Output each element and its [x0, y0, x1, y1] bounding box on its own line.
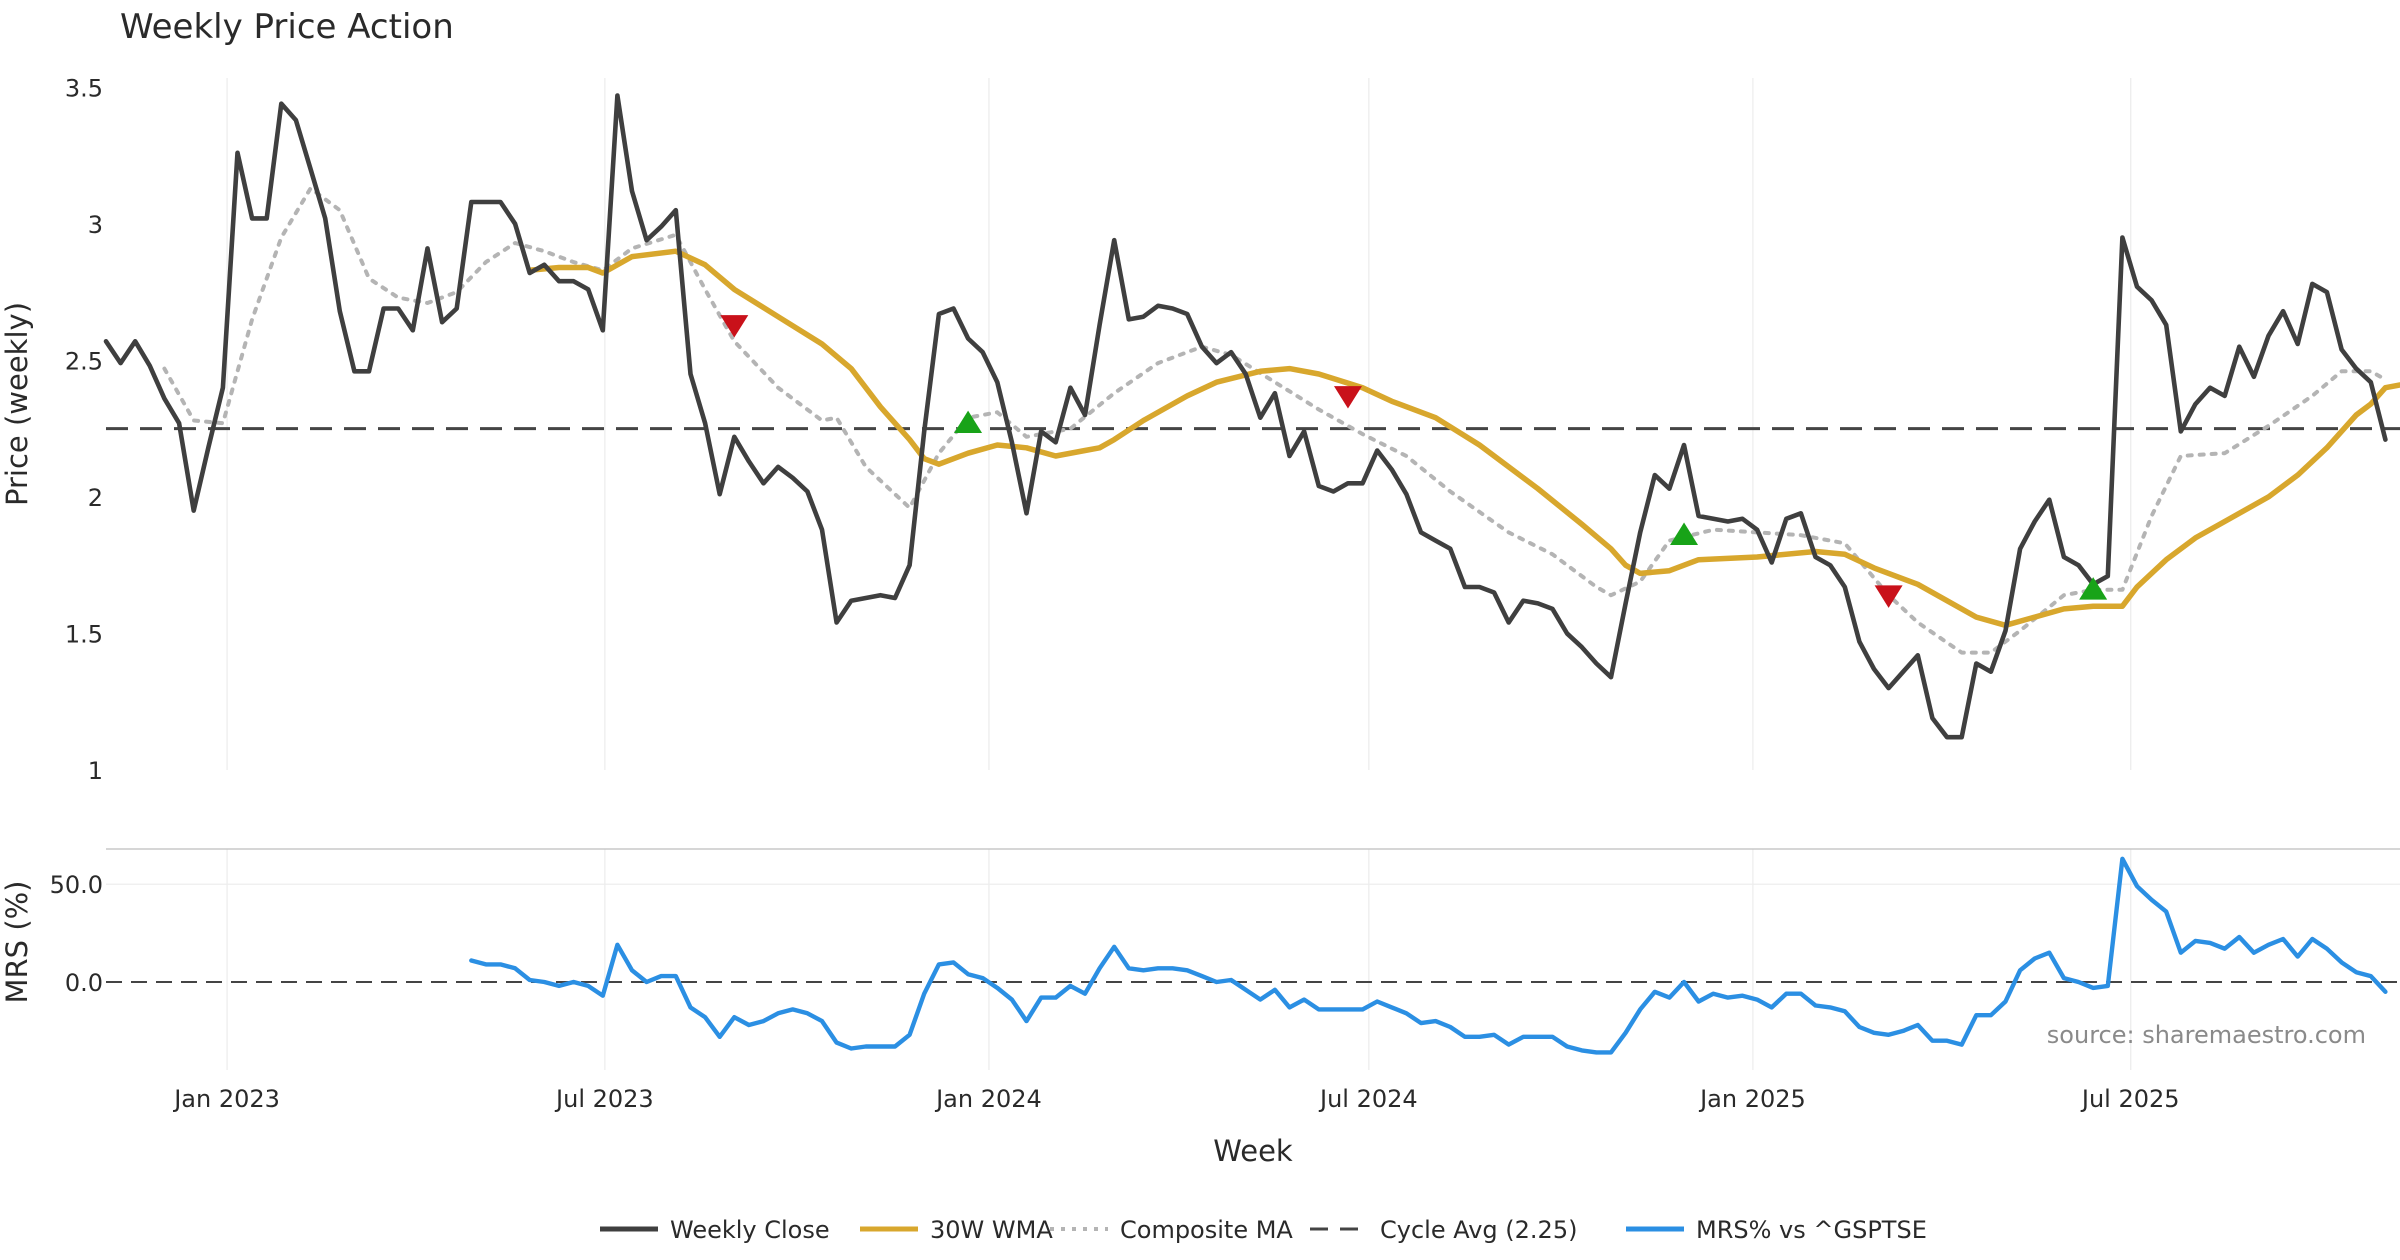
x-ticks: Jan 2023 Jul 2023 Jan 2024 Jul 2024 Jan 2025… [172, 1085, 2179, 1113]
x-tick-label: Jul 2023 [554, 1085, 654, 1113]
chart-title: Weekly Price Action [120, 7, 454, 47]
price-series [103, 93, 2400, 740]
price-grid [226, 78, 2132, 770]
30w-wma-line [526, 248, 2400, 629]
mrs-y-tick-label: 50.0 [50, 871, 103, 899]
buy-signal-marker [1670, 522, 1699, 545]
mrs-y-axis-title: MRS (%) [0, 881, 34, 1004]
x-axis-title: Week [1213, 1134, 1293, 1168]
price-y-tick-label: 2 [88, 484, 103, 512]
price-y-tick-label: 2.5 [65, 347, 103, 375]
price-y-tick-label: 1.5 [65, 620, 103, 648]
legend-label: MRS% vs ^GSPTSE [1696, 1216, 1927, 1244]
x-tick-label: Jul 2024 [1318, 1085, 1418, 1113]
legend-label: Composite MA [1120, 1216, 1293, 1244]
mrs-grid [106, 849, 2400, 1070]
buy-signal-marker [2079, 577, 2108, 600]
legend-label: Weekly Close [670, 1216, 830, 1244]
sell-signal-marker [720, 315, 749, 338]
mrs-line [469, 856, 2388, 1055]
weekly-close-line [103, 93, 2388, 740]
x-tick-label: Jan 2025 [1698, 1085, 1806, 1113]
mrs-series [469, 856, 2388, 1055]
buy-signal-marker [954, 410, 983, 433]
signal-markers [720, 315, 2108, 608]
sell-signal-marker [1333, 386, 1362, 409]
price-y-tick-label: 3.5 [65, 74, 103, 102]
price-y-axis-title: Price (weekly) [0, 302, 34, 506]
x-tick-label: Jan 2023 [172, 1085, 280, 1113]
sell-signal-marker [1874, 585, 1903, 608]
price-y-ticks: 1 1.5 2 2.5 3 3.5 [65, 74, 103, 785]
mrs-y-tick-label: 0.0 [65, 969, 103, 997]
legend: Weekly Close 30W WMA Composite MA Cycle Avg… [600, 1216, 1927, 1244]
source-note: source: sharemaestro.com [2047, 1021, 2366, 1049]
x-tick-label: Jan 2024 [934, 1085, 1042, 1113]
x-tick-label: Jul 2025 [2080, 1085, 2180, 1113]
price-y-tick-label: 3 [88, 211, 103, 239]
mrs-y-ticks: 0.0 50.0 [50, 871, 103, 997]
legend-label: 30W WMA [930, 1216, 1053, 1244]
legend-label: Cycle Avg (2.25) [1380, 1216, 1577, 1244]
composite-ma-line [162, 186, 2388, 655]
price-y-tick-label: 1 [88, 757, 103, 785]
